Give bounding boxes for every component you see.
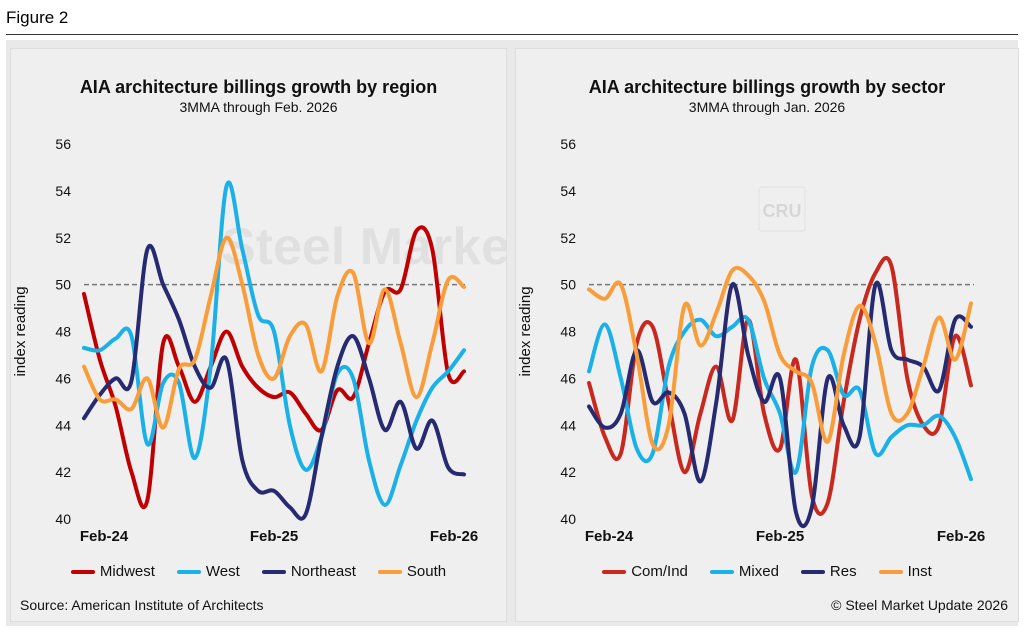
legend-label: South [406,563,447,580]
sector-chart-panel: AIA architecture billings growth by sect… [515,48,1019,622]
legend-swatch [602,569,627,574]
legend-label: West [205,563,240,580]
legend-item: West [176,563,240,580]
legend-swatch [800,569,825,574]
legend-item: Com/Ind [602,563,688,580]
x-tick-label: Feb-24 [80,528,129,545]
chart-title: AIA architecture billings growth by regi… [79,77,438,97]
x-tick-label: Feb-25 [250,528,298,545]
legend-swatch [176,569,201,574]
chart-legend: Midwest West Northeast South [11,563,506,580]
legend-item: South [377,563,447,580]
legend-item: Mixed [709,563,779,580]
header-divider [6,34,1018,35]
legend-label: Inst [907,563,932,580]
figure-label: Figure 2 [6,8,69,27]
y-tick-label: 50 [560,277,576,293]
watermark-logo-box [758,186,806,232]
sector-chart-plot: CRU 40 42 44 46 48 50 52 54 56 index reading Feb-24… [517,136,985,545]
region-chart-plot: Steel Market Update 40 42 44 46 48 50 52 54 56 ind… [12,136,506,545]
series-line-inst [587,265,973,452]
y-tick-label: 50 [55,277,71,293]
legend-label: Midwest [99,563,155,580]
x-tick-label: Feb-26 [430,528,478,545]
legend-label: Res [829,563,857,580]
y-axis-label: index reading [12,286,29,376]
chart-subtitle: 3MMA through Jan. 2026 [688,99,846,115]
legend-label: Com/Ind [631,563,688,580]
series-line-northeast [82,244,466,521]
legend-swatch [70,569,95,574]
source-note: Source: American Institute of Architects [20,597,264,613]
y-tick-label: 44 [560,417,576,433]
series-line-res [587,280,973,529]
y-tick-label: 48 [55,324,71,340]
y-tick-label: 46 [560,370,576,386]
chart-legend: Com/Ind Mixed Res Inst [516,563,1018,580]
y-tick-label: 40 [55,511,71,527]
y-tick-label: 52 [55,230,71,246]
x-tick-label: Feb-25 [756,528,804,545]
legend-item: Midwest [70,563,155,580]
y-tick-label: 56 [55,136,71,152]
region-chart-panel: AIA architecture billings growth by regi… [10,48,507,622]
legend-swatch [377,569,402,574]
y-tick-label: 54 [55,183,71,199]
y-tick-label: 42 [560,464,576,480]
legend-label: Northeast [290,563,356,580]
legend-swatch [261,569,286,574]
y-tick-label: 46 [55,370,71,386]
series-line-comind [587,256,973,516]
legend-swatch [878,569,903,574]
y-axis-label: index reading [517,286,534,376]
y-tick-label: 42 [55,464,71,480]
legend-label: Mixed [738,563,779,580]
y-tick-label: 52 [560,230,576,246]
chart-title: AIA architecture billings growth by sect… [588,77,946,97]
legend-swatch [709,569,734,574]
chart-subtitle: 3MMA through Feb. 2026 [179,99,338,115]
x-tick-label: Feb-26 [937,528,985,545]
y-tick-label: 44 [55,417,71,433]
watermark-logo-text: CRU [763,201,802,221]
x-tick-label: Feb-24 [585,528,634,545]
legend-item: Inst [878,563,932,580]
legend-item: Northeast [261,563,356,580]
legend-item: Res [800,563,857,580]
y-tick-label: 48 [560,324,576,340]
y-tick-label: 56 [560,136,576,152]
y-tick-label: 54 [560,183,576,199]
watermark-text: Steel Market Update [221,218,506,276]
copyright-note: © Steel Market Update 2026 [831,597,1008,613]
y-tick-label: 40 [560,511,576,527]
